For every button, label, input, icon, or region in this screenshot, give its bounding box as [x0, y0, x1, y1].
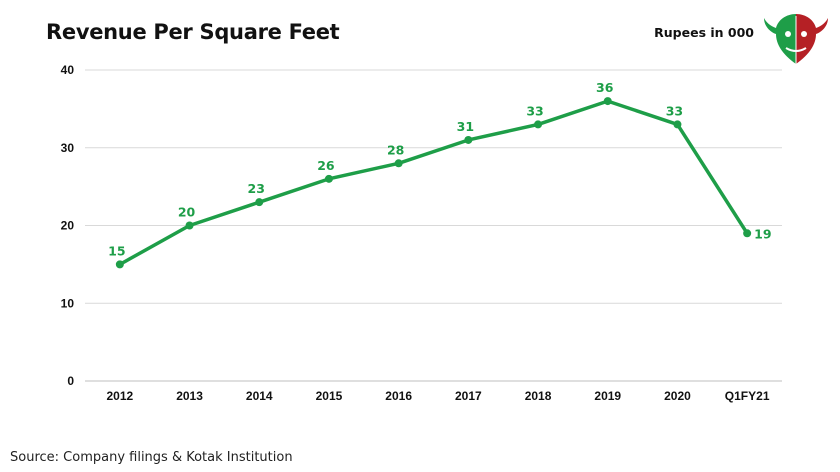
bull-bear-logo-icon	[764, 14, 828, 64]
x-tick-label: 2016	[385, 389, 412, 403]
y-tick-label: 0	[67, 374, 74, 388]
data-label: 28	[387, 142, 404, 157]
data-label: 26	[317, 158, 335, 173]
chart-title: Revenue Per Square Feet	[46, 20, 340, 44]
data-point	[324, 174, 333, 183]
data-label: 36	[596, 80, 614, 95]
units-label: Rupees in 000	[654, 25, 754, 40]
data-label: 19	[754, 226, 771, 241]
data-point	[743, 229, 752, 238]
data-label: 33	[526, 103, 543, 118]
x-axis-ticks: 2012 2013 2014 2015 2016 2017 2018 2019 2020 Q1FY…	[106, 389, 769, 403]
x-tick-label: 2012	[106, 389, 133, 403]
x-tick-label: 2014	[246, 389, 273, 403]
x-tick-label: 2019	[594, 389, 621, 403]
data-point	[394, 159, 403, 168]
data-label: 33	[666, 103, 683, 118]
x-tick-label: 2020	[664, 389, 691, 403]
x-tick-label: 2017	[455, 389, 482, 403]
gridlines	[85, 69, 782, 382]
data-point	[255, 198, 264, 207]
data-labels: 15 20 23 26 28 31 33 36 33 19	[108, 80, 771, 258]
data-label: 15	[108, 243, 125, 258]
x-tick-label: 2018	[525, 389, 552, 403]
series-line-path	[118, 99, 749, 267]
data-point	[603, 97, 612, 106]
data-point	[464, 135, 473, 144]
y-tick-label: 40	[61, 63, 75, 77]
y-tick-label: 30	[61, 141, 75, 155]
data-label: 20	[178, 205, 196, 220]
data-label: 23	[248, 181, 265, 196]
series-line	[115, 97, 752, 269]
data-point	[185, 221, 194, 230]
source-note: Source: Company filings & Kotak Institut…	[10, 450, 293, 465]
y-tick-label: 20	[61, 219, 75, 233]
x-tick-label: 2015	[316, 389, 343, 403]
x-tick-label: 2013	[176, 389, 203, 403]
data-point	[115, 260, 124, 269]
x-tick-label: Q1FY21	[725, 389, 770, 403]
data-point	[673, 120, 682, 129]
data-label: 31	[457, 119, 474, 134]
data-point	[534, 120, 543, 129]
y-axis-ticks: 0 10 20 30 40	[61, 63, 75, 388]
y-tick-label: 10	[61, 296, 75, 310]
